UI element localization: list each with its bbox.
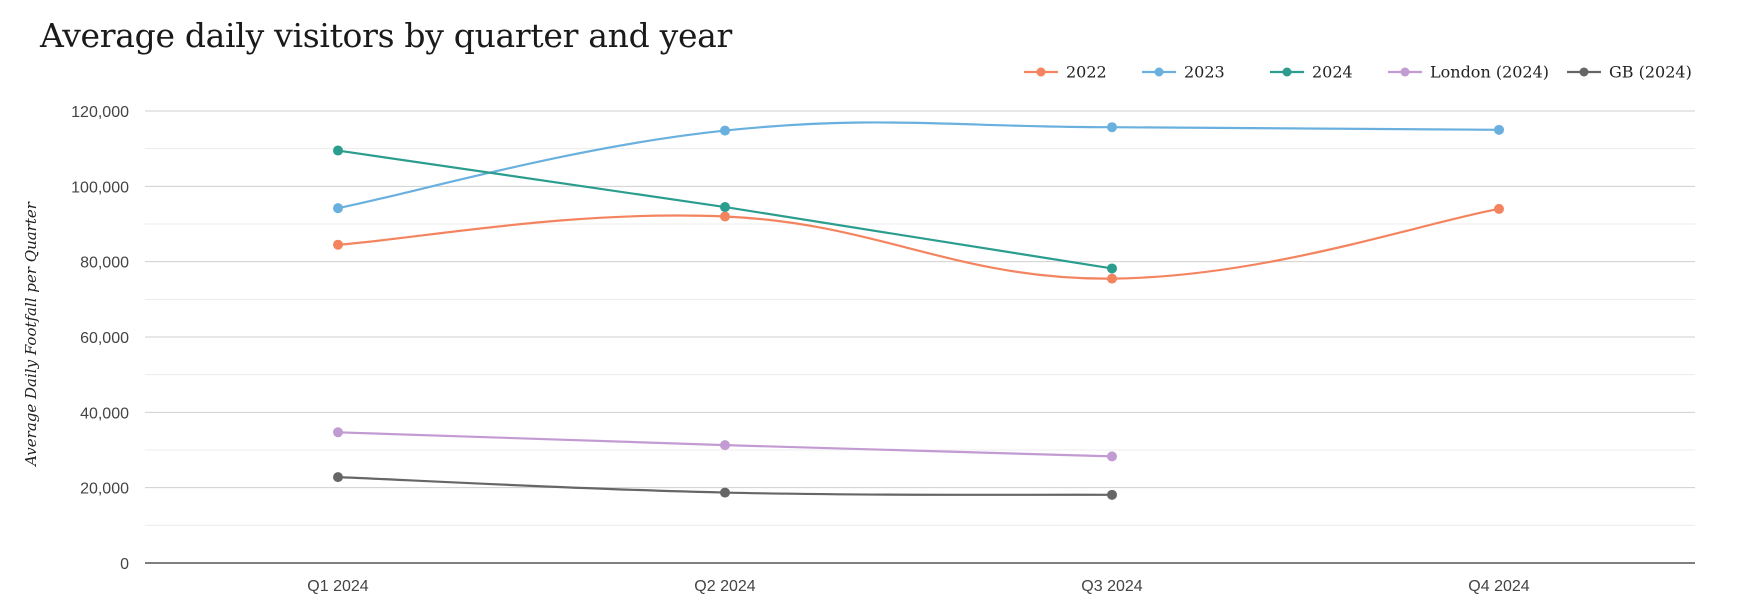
y-tick-label: 60,000 xyxy=(80,330,129,347)
data-point xyxy=(1107,489,1117,500)
legend-label: 2022 xyxy=(1066,63,1107,82)
y-tick-label: 80,000 xyxy=(80,255,129,272)
y-tick-label: 0 xyxy=(120,556,129,573)
legend-swatch-marker xyxy=(1282,67,1292,77)
data-point xyxy=(1107,122,1117,133)
data-point xyxy=(1107,451,1117,462)
series-group xyxy=(333,121,1504,500)
data-point xyxy=(333,239,343,250)
data-point xyxy=(1494,124,1504,135)
legend-item: London (2024) xyxy=(1388,63,1549,82)
data-point xyxy=(1494,203,1504,214)
y-axis-label: Average Daily Footfall per Quarter xyxy=(22,201,40,468)
series-2023 xyxy=(333,121,1504,214)
x-tick-label: Q2 2024 xyxy=(694,578,755,595)
legend-label: GB (2024) xyxy=(1609,63,1692,82)
y-tick-label: 40,000 xyxy=(80,405,129,422)
series-gb-2024 xyxy=(333,472,1117,500)
data-point xyxy=(720,440,730,451)
legend-label: 2024 xyxy=(1312,63,1353,82)
data-point xyxy=(720,487,730,498)
y-axis-ticks: 0 20,000 40,000 60,000 80,000 100,000 120,000 xyxy=(71,104,129,573)
data-point xyxy=(333,145,343,156)
legend-item: 2024 xyxy=(1270,63,1353,82)
data-point xyxy=(333,203,343,214)
data-point xyxy=(333,427,343,438)
x-tick-label: Q4 2024 xyxy=(1468,578,1529,595)
legend: 2022 2023 2024 London (2024) GB (2024) xyxy=(1024,63,1692,82)
x-axis-ticks: Q1 2024 Q2 2024 Q3 2024 Q4 2024 xyxy=(307,578,1529,595)
chart-title: Average daily visitors by quarter and ye… xyxy=(40,16,733,55)
data-point xyxy=(333,472,343,483)
legend-label: London (2024) xyxy=(1430,63,1549,82)
x-tick-label: Q1 2024 xyxy=(307,578,368,595)
series-london-2024 xyxy=(333,427,1117,462)
legend-swatch-marker xyxy=(1154,67,1164,77)
legend-label: 2023 xyxy=(1184,63,1225,82)
legend-item: 2022 xyxy=(1024,63,1107,82)
data-point xyxy=(1107,273,1117,284)
series-2024 xyxy=(333,145,1117,274)
legend-swatch-marker xyxy=(1036,67,1046,77)
data-point xyxy=(720,202,730,213)
legend-swatch-marker xyxy=(1579,67,1589,77)
y-tick-label: 120,000 xyxy=(71,104,129,121)
x-tick-label: Q3 2024 xyxy=(1081,578,1142,595)
y-tick-label: 100,000 xyxy=(71,179,129,196)
series-2022 xyxy=(333,203,1504,284)
y-tick-label: 20,000 xyxy=(80,481,129,498)
data-point xyxy=(720,211,730,222)
legend-swatch-marker xyxy=(1400,67,1410,77)
data-point xyxy=(720,125,730,136)
legend-item: GB (2024) xyxy=(1567,63,1692,82)
series-line xyxy=(337,207,1500,280)
series-line xyxy=(337,121,1500,210)
legend-item: 2023 xyxy=(1142,63,1225,82)
data-point xyxy=(1107,263,1117,274)
